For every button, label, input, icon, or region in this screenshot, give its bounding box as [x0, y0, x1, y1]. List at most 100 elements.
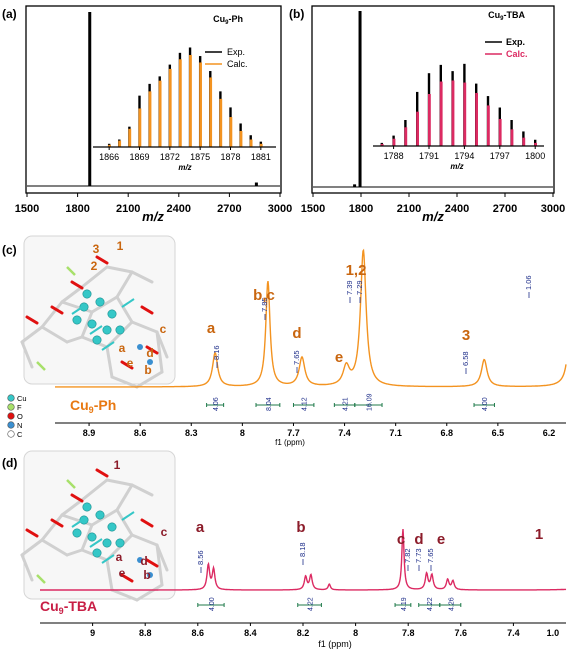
panel-c-spectrum — [55, 248, 567, 388]
calc-bar — [475, 92, 478, 146]
x-tick-label: 2100 — [397, 203, 421, 215]
oxygen-bond — [25, 315, 39, 325]
bond — [105, 558, 114, 592]
panel-b-main-peaks — [353, 11, 362, 187]
x-tick-label: 8 — [240, 428, 245, 438]
legend-exp-label: Exp. — [227, 47, 245, 57]
bond — [105, 345, 114, 379]
calc-bar — [199, 62, 202, 147]
f-bond — [66, 479, 76, 489]
x-tick-label: 8.2 — [297, 628, 310, 638]
calc-bar — [439, 81, 443, 146]
inset-tick-label: 1866 — [99, 152, 119, 162]
bond — [20, 538, 44, 557]
calc-bar — [380, 143, 384, 146]
main-peak — [358, 11, 362, 187]
panel-d-xlabel: f1 (ppm) — [318, 639, 352, 649]
bond — [40, 513, 64, 542]
atom-legend-dot — [7, 430, 15, 438]
bond — [90, 508, 119, 527]
cu-atom — [72, 315, 82, 325]
shift-label: 7.65 — [426, 548, 435, 563]
integral-value: 4.22 — [308, 597, 315, 611]
integral-value: 4.22 — [427, 597, 434, 611]
calc-bar — [510, 129, 514, 146]
integral-value: 4.00 — [209, 597, 216, 611]
assignment-label: e — [437, 531, 445, 548]
assignment-label: b — [296, 519, 305, 536]
shift-label: 8.56 — [196, 550, 205, 565]
x-tick-label: 1800 — [65, 203, 89, 215]
bond — [155, 543, 164, 587]
inset-tick-label: 1791 — [419, 151, 439, 161]
panel-b-legend: Exp. Calc. — [485, 37, 528, 59]
panel-b-title: Cu9-TBA — [488, 10, 525, 22]
bond — [105, 265, 134, 274]
structure-letter: a — [116, 550, 123, 564]
panel-c-x-ticks: 8.9 8.6 8.3 8 7.7 7.4 7.1 6.8 6.5 6.2 — [83, 423, 555, 438]
oxygen-bond — [70, 493, 84, 503]
x-tick-label: 8.8 — [139, 628, 152, 638]
panel-d-molecule-image — [20, 468, 169, 602]
bond — [135, 370, 164, 389]
bond — [40, 538, 69, 557]
n-atom — [147, 572, 153, 578]
calc-bar — [229, 117, 233, 147]
assignment-label: 3 — [462, 327, 470, 344]
panel-c-assignments: a b,c d e 1,2 3 — [207, 262, 470, 366]
shift-label: 7.73 — [414, 548, 423, 563]
cu-atom — [107, 309, 117, 319]
panel-b-inset-xlabel: m/z — [450, 162, 463, 171]
bond — [80, 478, 109, 502]
panel-c-xlabel: f1 (ppm) — [275, 438, 305, 447]
structure-letter: 3 — [93, 242, 100, 256]
structure-letter: b — [144, 363, 151, 377]
x-tick-label: 3000 — [541, 203, 565, 215]
shift-label: 7.82 — [403, 548, 412, 563]
assignment-label: e — [335, 349, 343, 366]
structure-letter: 1 — [117, 239, 124, 253]
panel-a-label: (a) — [2, 7, 17, 21]
oxygen-bond — [50, 305, 64, 315]
bond — [115, 270, 134, 299]
integral-value: 4.06 — [213, 397, 220, 411]
calc-bar — [148, 91, 152, 147]
calc-bar — [168, 68, 172, 147]
assignment-label: b,c — [253, 287, 275, 304]
assignment-label: d — [414, 531, 423, 548]
oxygen-bond — [120, 573, 134, 583]
calc-bar — [209, 77, 213, 147]
bond — [60, 285, 84, 304]
oxygen-bond — [70, 280, 84, 290]
structure-letter: 1 — [114, 458, 121, 472]
shift-label: 7.65 — [292, 350, 301, 365]
x-tick-label: 7.8 — [402, 628, 415, 638]
calc-bar — [487, 105, 490, 146]
panel-a-title: Cu9-Ph — [213, 14, 243, 26]
bond — [80, 523, 94, 552]
x-tick-label: 8.6 — [134, 428, 147, 438]
panel-d-spectrum — [40, 529, 567, 591]
assignment-label: c — [397, 531, 405, 548]
calc-bar — [158, 80, 162, 147]
cu-atom — [102, 325, 112, 335]
panel-d-assignments: a b c d e 1 — [196, 519, 543, 548]
main-peak — [254, 182, 258, 186]
inset-tick-label: 1797 — [490, 151, 510, 161]
x-tick-label: 1500 — [301, 203, 325, 215]
bond — [80, 310, 94, 339]
cu-atom — [82, 502, 92, 512]
calc-bar — [108, 144, 111, 147]
panel-b-label: (b) — [289, 7, 304, 21]
oxygen-bond — [140, 305, 154, 315]
panel-d: (d) 1ca de b 8.568.18 7.82 7.73 7.65 a bc d e 1 4… — [2, 450, 567, 649]
bond — [80, 265, 109, 289]
bond — [65, 548, 84, 557]
structure-letter: d — [140, 554, 147, 568]
inset-tick-label: 1794 — [454, 151, 474, 161]
bond — [110, 588, 139, 602]
panel-a-xlabel: m/z — [142, 209, 164, 224]
calc-bar — [239, 130, 243, 147]
calc-bar — [189, 54, 192, 148]
